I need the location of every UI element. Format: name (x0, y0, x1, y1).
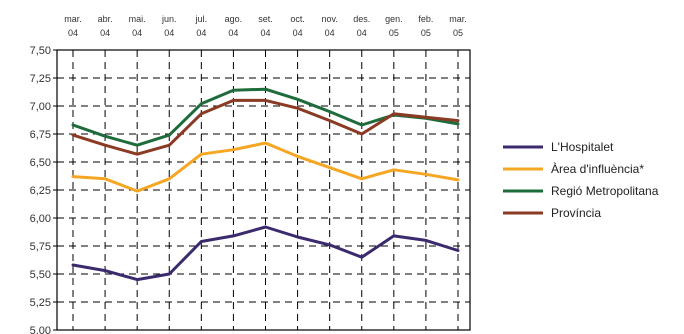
x-tick-label-month: ago. (225, 14, 243, 24)
y-tick-label: 5,25 (30, 297, 51, 309)
y-tick-label: 6,75 (30, 129, 51, 141)
x-tick-label-month: mar. (449, 14, 467, 24)
chart-axes (53, 49, 471, 331)
chart-series (71, 87, 460, 282)
x-tick-label-month: nov. (321, 14, 337, 24)
legend-label-1: Àrea d'influència* (551, 161, 644, 176)
y-tick-label: 7,00 (30, 101, 51, 113)
y-axis-tick-labels: 7,50 7,25 7,00 6,75 6,50 6,25 6,00 5,75 5,50 5,25… (30, 45, 51, 334)
legend-label-3: Província (551, 206, 601, 220)
x-tick-label-year: 05 (453, 28, 463, 38)
x-tick-label-year: 04 (196, 28, 206, 38)
x-tick-label-month: gen. (385, 14, 403, 24)
x-tick-label-month: mar. (64, 14, 82, 24)
x-tick-label-month: feb. (418, 14, 433, 24)
series-line-1 (71, 141, 460, 193)
legend-label-0: L'Hospitalet (551, 140, 614, 154)
x-tick-label-year: 04 (100, 28, 110, 38)
x-axis-tick-labels: mar. 04 abr. 04 mai. 04 jun. 04 jul. 04 ago. 04 set.… (64, 14, 467, 38)
x-tick-label-month: abr. (98, 14, 113, 24)
x-tick-label-month: des. (353, 14, 370, 24)
x-tick-label-year: 04 (293, 28, 303, 38)
y-tick-label: 7,25 (30, 73, 51, 85)
chart-grid (57, 49, 470, 331)
legend-label-2: Regió Metropolitana (551, 184, 659, 198)
x-tick-label-year: 04 (228, 28, 238, 38)
x-tick-label-year: 04 (357, 28, 367, 38)
y-tick-label: 7,50 (30, 45, 51, 57)
y-tick-label: 5,00 (30, 325, 51, 334)
y-tick-label: 5,50 (30, 269, 51, 281)
x-tick-label-year: 05 (389, 28, 399, 38)
x-tick-label-month: mai. (129, 14, 146, 24)
y-tick-label: 6,25 (30, 185, 51, 197)
x-tick-label-year: 05 (421, 28, 431, 38)
y-tick-label: 5,75 (30, 241, 51, 253)
x-tick-label-year: 04 (260, 28, 270, 38)
y-tick-label: 6,00 (30, 213, 51, 225)
y-tick-label: 6,50 (30, 157, 51, 169)
x-tick-label-year: 04 (68, 28, 78, 38)
x-tick-label-month: set. (258, 14, 273, 24)
x-tick-label-month: jun. (161, 14, 177, 24)
x-tick-label-year: 04 (325, 28, 335, 38)
x-tick-label-year: 04 (164, 28, 174, 38)
plot-frame (56, 49, 471, 331)
x-tick-label-month: jul. (195, 14, 208, 24)
x-tick-label-year: 04 (132, 28, 142, 38)
x-tick-label-month: oct. (290, 14, 305, 24)
series-line-0 (71, 225, 460, 282)
chart-legend: L'Hospitalet Àrea d'influència* Regió Metr… (503, 140, 659, 220)
